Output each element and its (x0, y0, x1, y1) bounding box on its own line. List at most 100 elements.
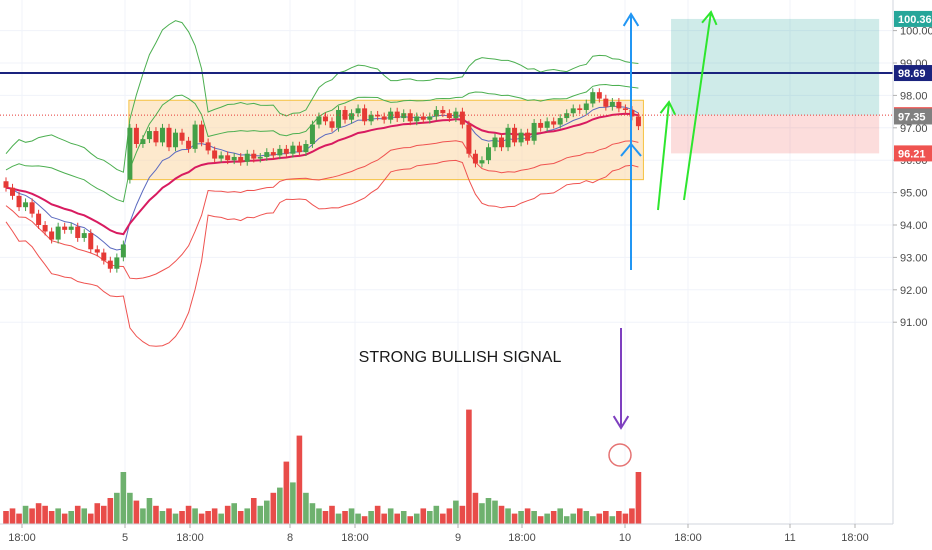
volume-bar (48, 511, 55, 524)
candle-body (264, 152, 270, 157)
candle-body (23, 202, 29, 208)
volume-bar (3, 511, 9, 524)
loss-zone (671, 115, 880, 154)
volume-bar (316, 508, 322, 524)
candle-body (173, 132, 179, 148)
position-tool[interactable] (671, 18, 880, 154)
volume-bar (185, 505, 192, 524)
y-tick-label: 97.00 (900, 123, 928, 135)
volume-bar (622, 513, 629, 524)
x-tick-label: 18:00 (341, 532, 369, 544)
candle-body (583, 103, 589, 110)
candle-body (153, 131, 159, 143)
signal-circle (608, 443, 632, 467)
y-tick-label: 98.00 (900, 90, 928, 102)
volume-bar (387, 508, 394, 524)
candle-body (381, 116, 387, 120)
volume-bar (335, 513, 342, 524)
volume-bar (218, 513, 224, 524)
volume-bar (114, 492, 120, 524)
candle-body (355, 108, 361, 114)
volume-bar (479, 503, 485, 524)
candle-body (225, 155, 231, 161)
volume-bar (205, 511, 211, 524)
volume-bar (309, 503, 316, 524)
candle-body (349, 113, 355, 120)
candle-body (186, 140, 192, 149)
candle-body (199, 124, 205, 143)
y-tick-label: 95.00 (900, 188, 928, 200)
candle-body (440, 109, 446, 114)
volume-bar (87, 513, 94, 524)
price-badge-value: 96.21 (898, 148, 926, 160)
annotation-arrows[interactable] (608, 10, 718, 467)
candle-body (368, 114, 374, 122)
volume-bar (498, 505, 505, 524)
volume-bar (400, 511, 407, 524)
volume-bar (277, 487, 283, 524)
volume-bar (107, 498, 114, 524)
candle-body (466, 124, 472, 154)
candle-body (622, 108, 628, 110)
volume-bar (485, 498, 492, 524)
candle-body (603, 98, 609, 107)
candle-body (538, 122, 544, 128)
candle-body (75, 226, 81, 238)
volume-bar (590, 516, 596, 524)
volume-bar (635, 472, 642, 524)
green-arrow-long-head (701, 10, 718, 26)
volume-bar (166, 508, 172, 524)
candle-body (577, 108, 583, 110)
annotation-text[interactable]: STRONG BULLISH SIGNAL (359, 349, 562, 366)
volume-bar (133, 500, 140, 524)
volume-bar (42, 505, 48, 524)
bollinger-bands (5, 20, 639, 347)
candle-body (407, 113, 413, 122)
volume-bar (596, 513, 603, 524)
x-tick-label: 18:00 (841, 532, 869, 544)
candle-body (120, 244, 126, 258)
candle-body (525, 132, 531, 141)
volume-bar (459, 505, 466, 524)
candle-body (336, 109, 342, 128)
volume-bar (544, 513, 550, 524)
candle-body (564, 113, 570, 119)
volume-bar (127, 492, 133, 524)
candle-body (433, 109, 439, 117)
blue-arrow-mid-head (620, 142, 642, 157)
candle-body (159, 127, 165, 143)
volume-bar (609, 516, 616, 524)
candle-body (270, 152, 276, 156)
volume-bar (68, 511, 74, 524)
candle-body (394, 111, 400, 119)
volume-bar (629, 508, 635, 524)
candle-body (479, 160, 485, 164)
candle-body (296, 145, 302, 153)
volume-bar (35, 503, 42, 524)
candle-body (101, 252, 107, 261)
upper-band-inner (5, 83, 639, 203)
volume-bar (583, 511, 590, 524)
candle-body (635, 116, 641, 127)
horizontal-lines[interactable] (0, 72, 893, 116)
consolidation-box[interactable] (128, 99, 644, 181)
x-tick-label: 5 (122, 532, 128, 544)
price-badge-bg (894, 145, 932, 162)
volume-bar (524, 508, 531, 524)
candle-body (218, 155, 224, 159)
candle-body (212, 150, 218, 159)
candle-body (55, 226, 61, 240)
volume-bar (531, 511, 537, 524)
volume-bar (16, 513, 22, 524)
volume-bar (407, 516, 414, 524)
volume-bar (355, 513, 361, 524)
volume-bar (192, 508, 198, 524)
candle-body (42, 225, 48, 232)
volume-bar (146, 498, 153, 524)
candle-body (133, 127, 139, 144)
candle-body (485, 147, 491, 161)
volume-bar (381, 513, 387, 524)
volume-bar (466, 409, 472, 524)
volume-bar (322, 511, 329, 524)
